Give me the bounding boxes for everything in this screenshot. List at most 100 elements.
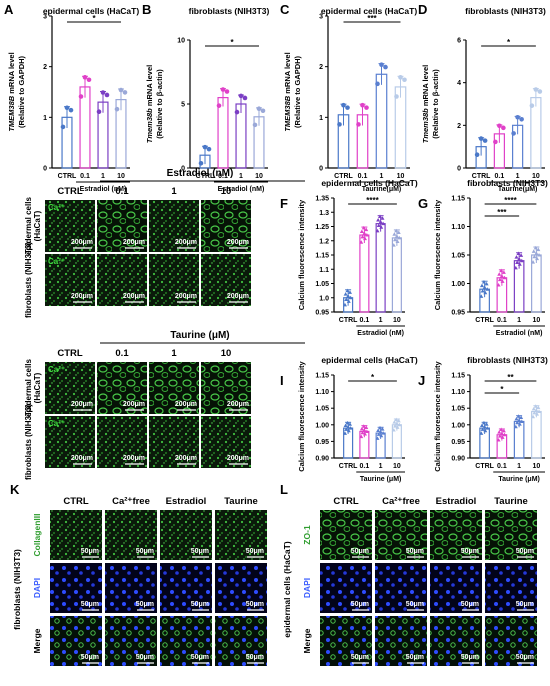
group-label: Estradiol (nM) [218, 186, 265, 193]
y-axis-label-2: (Relative to β-actin) [431, 69, 440, 139]
row-label: Merge [302, 628, 312, 653]
micrograph [430, 563, 482, 613]
data-point [479, 283, 484, 288]
data-point [252, 122, 258, 128]
y-tick-label: 0 [43, 166, 47, 173]
x-tick-label: 10 [255, 173, 263, 180]
data-point [519, 258, 524, 263]
data-point [502, 275, 507, 280]
micrograph [149, 254, 199, 306]
scale-label: 200μm [123, 401, 145, 408]
scale-label: 50μm [246, 654, 264, 661]
scale-label: 50μm [351, 654, 369, 661]
x-tick-label: 10 [532, 463, 540, 470]
micrograph [430, 510, 482, 560]
data-point [242, 95, 248, 101]
panel-title: epidermal cells (HaCaT) [321, 6, 418, 16]
data-point [345, 105, 350, 110]
y-tick-label: 1.1 [319, 267, 329, 274]
data-point [517, 256, 522, 261]
y-tick-label: 1.10 [451, 224, 465, 231]
x-tick-label: 0.1 [495, 173, 505, 180]
y-tick-label: 0.95 [315, 310, 329, 317]
data-point [360, 102, 365, 108]
y-tick-label: 4 [457, 80, 461, 87]
micrograph [45, 362, 95, 414]
panel-title: fibroblasts (NIH3T3) [189, 6, 270, 16]
scale-label: 200μm [175, 455, 197, 462]
data-point [78, 94, 84, 99]
column-label: 1 [171, 186, 177, 197]
x-tick-label: 1 [379, 463, 383, 470]
data-point [497, 430, 502, 434]
data-point [514, 416, 519, 421]
data-point [533, 87, 539, 92]
data-point [515, 420, 520, 425]
group-label: Estradiol (nM) [80, 186, 127, 193]
data-point [534, 251, 539, 255]
data-point [346, 299, 351, 303]
data-point [198, 160, 204, 166]
scale-label: 50μm [191, 654, 209, 661]
group-label: Estradiol (nM) [357, 330, 404, 337]
data-point [519, 415, 524, 420]
micrograph [50, 616, 102, 666]
scale-label: 50μm [516, 548, 534, 555]
bar [359, 234, 370, 313]
data-point [344, 297, 349, 302]
scale-label: 50μm [406, 601, 424, 608]
data-point [216, 103, 222, 108]
y-tick-label: 1.15 [451, 373, 465, 380]
data-point [391, 243, 396, 247]
x-tick-label: 1 [517, 463, 521, 470]
data-point [516, 414, 521, 418]
y-tick-label: 0.95 [451, 310, 465, 317]
x-tick-label: CTRL [339, 317, 358, 324]
y-tick-label: 1.35 [315, 196, 329, 203]
data-point [361, 225, 366, 230]
y-tick-label: 0 [457, 166, 461, 173]
row-group-label: fibroblasts (NIH3T3) [12, 549, 22, 630]
data-point [359, 229, 364, 233]
data-point [356, 122, 361, 127]
panel-L: L CTRL Ca²⁺free Estradiol Taurine epidermal c… [280, 482, 537, 666]
data-point [398, 75, 403, 80]
y-axis-label: Tmem38b mRNA level [145, 65, 154, 144]
data-point [378, 219, 383, 224]
column-label: CTRL [333, 496, 359, 507]
scale-label: 50μm [191, 601, 209, 608]
data-point [516, 251, 521, 256]
column-label: Taurine [224, 496, 258, 507]
data-point [497, 434, 502, 438]
stain-label: Ca²⁺ [48, 257, 65, 266]
scale-label: 50μm [461, 548, 479, 555]
panel-title: fibroblasts (NIH3T3) [467, 178, 548, 188]
data-point [345, 420, 350, 425]
y-tick-label: 0.95 [315, 439, 329, 446]
panel-K: K CTRL Ca²⁺free Estradiol Taurine fibroblasts… [10, 482, 267, 666]
data-point [375, 81, 380, 87]
data-point [499, 274, 504, 278]
scale-label: 50μm [81, 548, 99, 555]
panel-title: epidermal cells (HaCaT) [321, 355, 418, 365]
micrograph [485, 563, 537, 613]
y-tick-label: 1.2 [319, 238, 329, 245]
data-point [346, 293, 351, 298]
data-point [256, 106, 262, 112]
data-point [348, 422, 353, 426]
data-point [68, 107, 74, 113]
data-point [364, 425, 369, 430]
y-tick-label: 0.90 [451, 456, 465, 463]
data-point [343, 423, 348, 428]
scale-label: 200μm [175, 239, 197, 246]
data-point [529, 103, 535, 108]
row-group-label: epidermal cells (HaCaT) [282, 541, 292, 638]
column-label: 0.1 [115, 348, 129, 359]
micrograph [375, 510, 427, 560]
data-point [482, 424, 487, 429]
data-point [501, 270, 506, 274]
x-tick-label: 0.1 [497, 317, 507, 324]
data-point [359, 240, 364, 244]
data-point [359, 426, 364, 431]
scale-label: 50μm [516, 601, 534, 608]
